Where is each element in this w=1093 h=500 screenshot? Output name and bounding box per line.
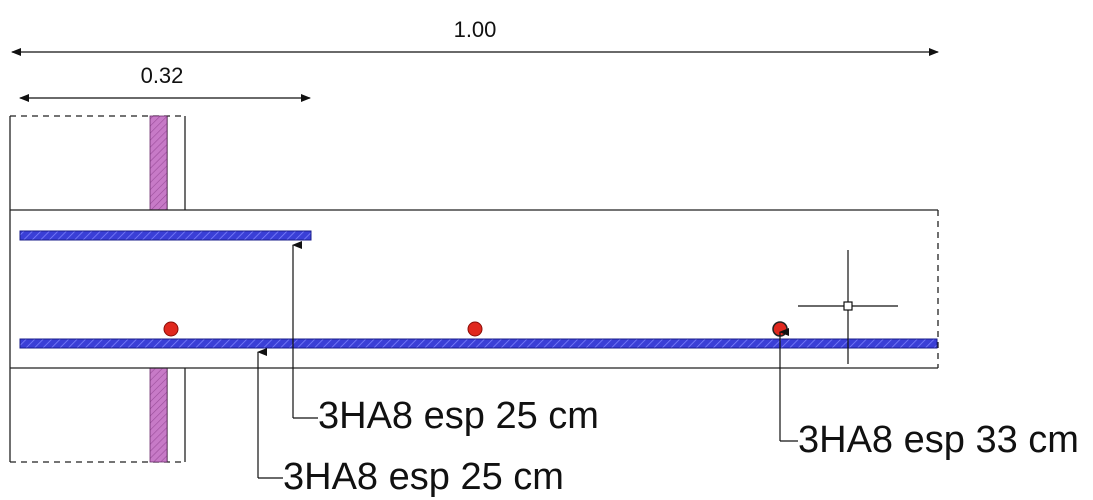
wall-rebar-upper xyxy=(149,115,168,211)
wall-rebar-lower xyxy=(149,367,168,463)
slab-outline xyxy=(9,209,939,369)
rebar-dot xyxy=(467,321,483,337)
callout-lower-bar-label: 3HA8 esp 25 cm xyxy=(283,456,564,498)
callout-lower-bar: 3HA8 esp 25 cm xyxy=(257,348,564,498)
dimension-partial: 0.32 xyxy=(19,63,311,102)
upper-rebar xyxy=(19,230,312,241)
callout-upper-bar-label: 3HA8 esp 25 cm xyxy=(318,395,599,437)
crosshair-cursor-icon xyxy=(798,250,898,364)
wall-lower xyxy=(9,367,186,463)
dimension-overall-label: 1.00 xyxy=(454,17,497,42)
callout-upper-bar: 3HA8 esp 25 cm xyxy=(292,241,599,437)
lower-rebar xyxy=(19,338,938,349)
dimension-partial-label: 0.32 xyxy=(141,63,184,88)
rebar-dot xyxy=(163,321,179,337)
dimension-overall: 1.00 xyxy=(11,17,939,56)
callout-transverse-bar: 3HA8 esp 33 cm xyxy=(779,328,1079,461)
wall-upper xyxy=(9,115,186,211)
callout-transverse-bar-label: 3HA8 esp 33 cm xyxy=(798,419,1079,461)
